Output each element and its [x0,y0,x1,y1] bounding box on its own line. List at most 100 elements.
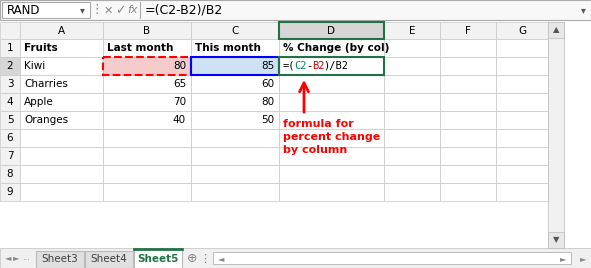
Text: G: G [518,25,526,35]
Text: )/B2: )/B2 [324,61,349,71]
Bar [20,147,103,165]
Bar [0,39,20,57]
Bar [0,183,20,201]
Bar [20,165,103,183]
Bar [440,147,496,165]
Bar [0,111,20,129]
Text: 70: 70 [173,97,186,107]
Bar [279,57,384,75]
Bar [496,57,548,75]
Bar [279,165,384,183]
Bar [279,39,384,57]
Bar [279,57,384,75]
Text: % Change (by col): % Change (by col) [283,43,389,53]
Bar [191,147,279,165]
Bar [0,147,20,165]
Bar [191,129,279,147]
Bar [384,93,440,111]
Text: Sheet5: Sheet5 [137,254,178,264]
Text: 8: 8 [7,169,14,179]
Bar [496,129,548,147]
Text: F: F [465,25,471,35]
Bar [191,165,279,183]
Bar [548,22,564,38]
Text: 80: 80 [261,97,274,107]
Text: ▲: ▲ [553,25,559,35]
Bar [384,111,440,129]
Bar [440,75,496,93]
Bar [103,22,191,39]
Text: B: B [144,25,151,35]
Text: B2: B2 [312,61,324,71]
Bar [496,75,548,93]
Text: ▾: ▾ [80,5,85,15]
Text: ►: ► [13,254,20,262]
Text: C: C [231,25,239,35]
Text: 60: 60 [261,79,274,89]
Bar [440,129,496,147]
Bar [103,165,191,183]
Bar [20,129,103,147]
Bar [103,57,191,75]
Bar [0,22,548,248]
Bar [440,93,496,111]
Text: ⊕: ⊕ [187,252,197,266]
Text: 3: 3 [7,79,14,89]
Bar [384,39,440,57]
Bar [440,183,496,201]
Bar [103,75,191,93]
Bar [191,183,279,201]
Text: Apple: Apple [24,97,54,107]
Bar [0,0,591,20]
Bar [20,183,103,201]
Text: Last month: Last month [107,43,173,53]
Text: fx: fx [126,5,137,15]
Text: =(: =( [283,61,296,71]
Text: D: D [327,25,336,35]
Bar [0,129,20,147]
Text: 40: 40 [173,115,186,125]
Bar [440,111,496,129]
Bar [384,129,440,147]
Text: ►: ► [560,255,566,263]
Bar [384,183,440,201]
Bar [384,75,440,93]
Text: Fruits: Fruits [24,43,58,53]
Bar [20,111,103,129]
Text: 2: 2 [7,61,14,71]
Bar [20,93,103,111]
Text: ⋮: ⋮ [199,254,210,264]
Bar [279,22,384,39]
Bar [191,75,279,93]
Text: 50: 50 [261,115,274,125]
Bar [191,57,279,75]
Text: ▾: ▾ [580,5,586,15]
Bar [103,39,191,57]
Text: Charries: Charries [24,79,68,89]
Bar [0,57,20,75]
Bar [191,57,279,75]
Text: ◄: ◄ [218,255,225,263]
Bar [440,39,496,57]
Text: ◄: ◄ [5,254,11,262]
Text: This month: This month [195,43,261,53]
Bar [496,111,548,129]
Bar [496,22,548,39]
Text: A: A [58,25,65,35]
Text: ►: ► [580,255,586,263]
Text: 9: 9 [7,187,14,197]
Bar [279,129,384,147]
Text: ✕: ✕ [103,6,113,16]
Text: Sheet3: Sheet3 [41,254,79,264]
Bar [279,183,384,201]
Bar [191,39,279,57]
Text: Sheet4: Sheet4 [90,254,128,264]
Bar [191,22,279,39]
Bar [0,22,20,39]
Bar [548,232,564,248]
Bar [20,75,103,93]
Bar [279,147,384,165]
Bar [103,183,191,201]
Bar [496,93,548,111]
Bar [0,93,20,111]
